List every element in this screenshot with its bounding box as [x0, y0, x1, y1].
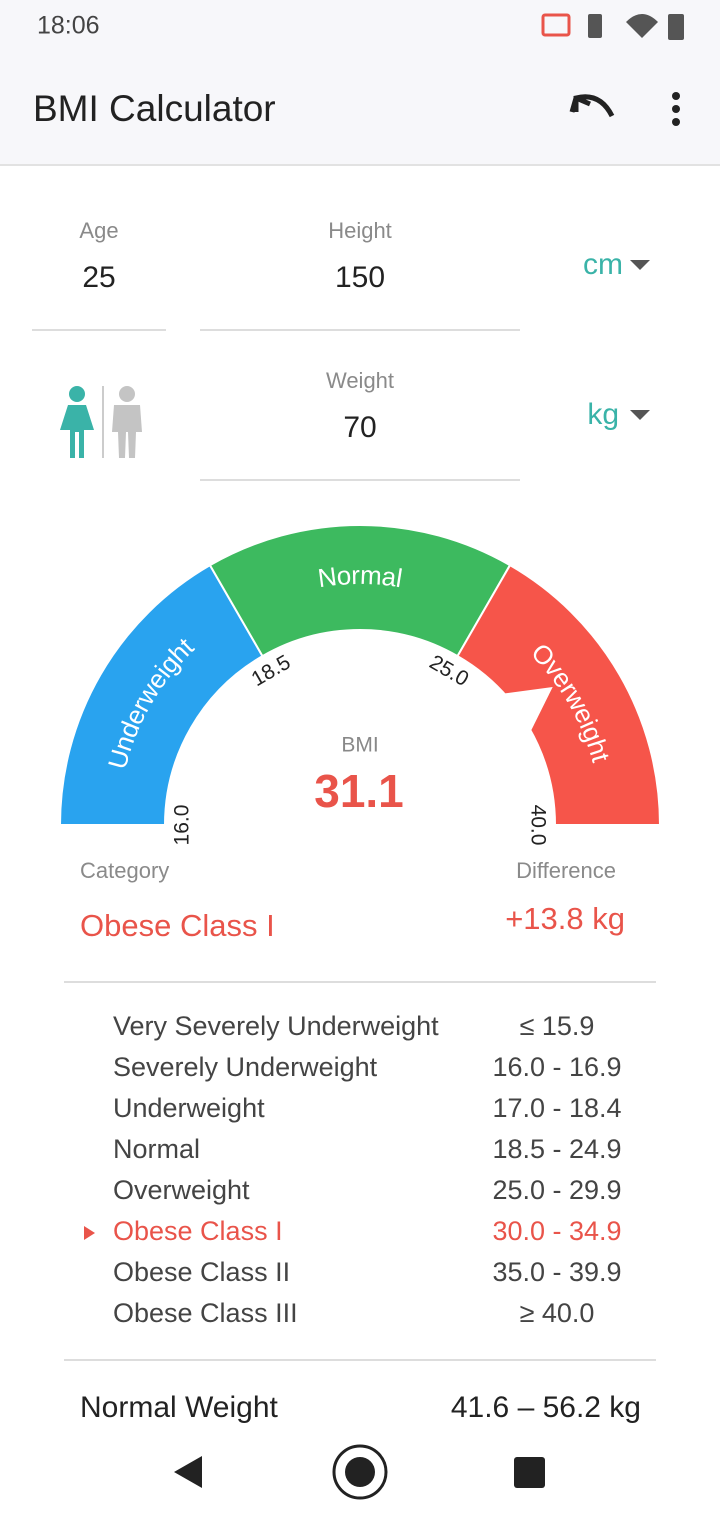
weight-input[interactable]: 70 [343, 411, 376, 444]
difference-label: Difference [516, 858, 616, 883]
weight-label: Weight [326, 368, 394, 393]
age-label: Age [79, 218, 118, 243]
normal-weight-label: Normal Weight [80, 1391, 279, 1424]
category-label: Category [80, 858, 169, 883]
row-range: ≥ 40.0 [520, 1298, 595, 1328]
row-name: Obese Class I [113, 1216, 283, 1246]
nav-recents[interactable] [514, 1457, 545, 1488]
nav-back[interactable] [174, 1456, 202, 1488]
category-value: Obese Class I [80, 908, 275, 943]
row-range: 17.0 - 18.4 [492, 1093, 621, 1123]
row-range: ≤ 15.9 [520, 1011, 595, 1041]
row-name: Obese Class II [113, 1257, 290, 1287]
row-range: 16.0 - 16.9 [492, 1052, 621, 1082]
row-name: Obese Class III [113, 1298, 298, 1328]
dropdown-arrow [630, 410, 650, 420]
normal-weight-value: 41.6 – 56.2 kg [451, 1391, 641, 1424]
row-range: 25.0 - 29.9 [492, 1175, 621, 1205]
cast-icon [541, 13, 571, 37]
wifi-icon [626, 14, 658, 38]
gauge-pointer [502, 687, 553, 733]
row-name: Overweight [113, 1175, 250, 1205]
row-name: Normal [113, 1134, 200, 1164]
row-name: Very Severely Underweight [113, 1011, 439, 1041]
top-bar-bg [0, 0, 720, 165]
weight-unit[interactable]: kg [587, 398, 619, 431]
row-range: 18.5 - 24.9 [492, 1134, 621, 1164]
status-icons [541, 13, 684, 40]
nav-home-dot [345, 1457, 375, 1487]
dropdown-arrow [630, 260, 650, 270]
gauge-section [208, 523, 512, 658]
height-input[interactable]: 150 [335, 261, 385, 294]
male-icon[interactable] [112, 386, 142, 458]
row-range: 30.0 - 34.9 [492, 1216, 621, 1246]
row-name: Underweight [113, 1093, 265, 1123]
app-title: BMI Calculator [33, 88, 276, 129]
row-range: 35.0 - 39.9 [492, 1257, 621, 1287]
female-icon[interactable] [60, 386, 94, 458]
undo-button[interactable] [569, 94, 615, 118]
row-name: Severely Underweight [113, 1052, 378, 1082]
height-unit[interactable]: cm [583, 248, 623, 281]
row-marker [84, 1226, 95, 1240]
bmi-label: BMI [341, 734, 378, 757]
gauge-threshold: 40.0 [526, 805, 549, 846]
vibrate-icon [588, 14, 602, 38]
difference-value: +13.8 kg [505, 901, 625, 936]
nav-home[interactable] [332, 1444, 388, 1500]
more-button[interactable] [672, 92, 680, 126]
status-time: 18:06 [37, 12, 100, 40]
gauge-threshold: 16.0 [171, 805, 194, 846]
bmi-value: 31.1 [314, 765, 404, 817]
age-input[interactable]: 25 [82, 261, 115, 294]
battery-icon [668, 14, 684, 40]
height-label: Height [328, 218, 392, 243]
bmi-table: Very Severely Underweight ≤ 15.9 Severely … [84, 1011, 622, 1328]
